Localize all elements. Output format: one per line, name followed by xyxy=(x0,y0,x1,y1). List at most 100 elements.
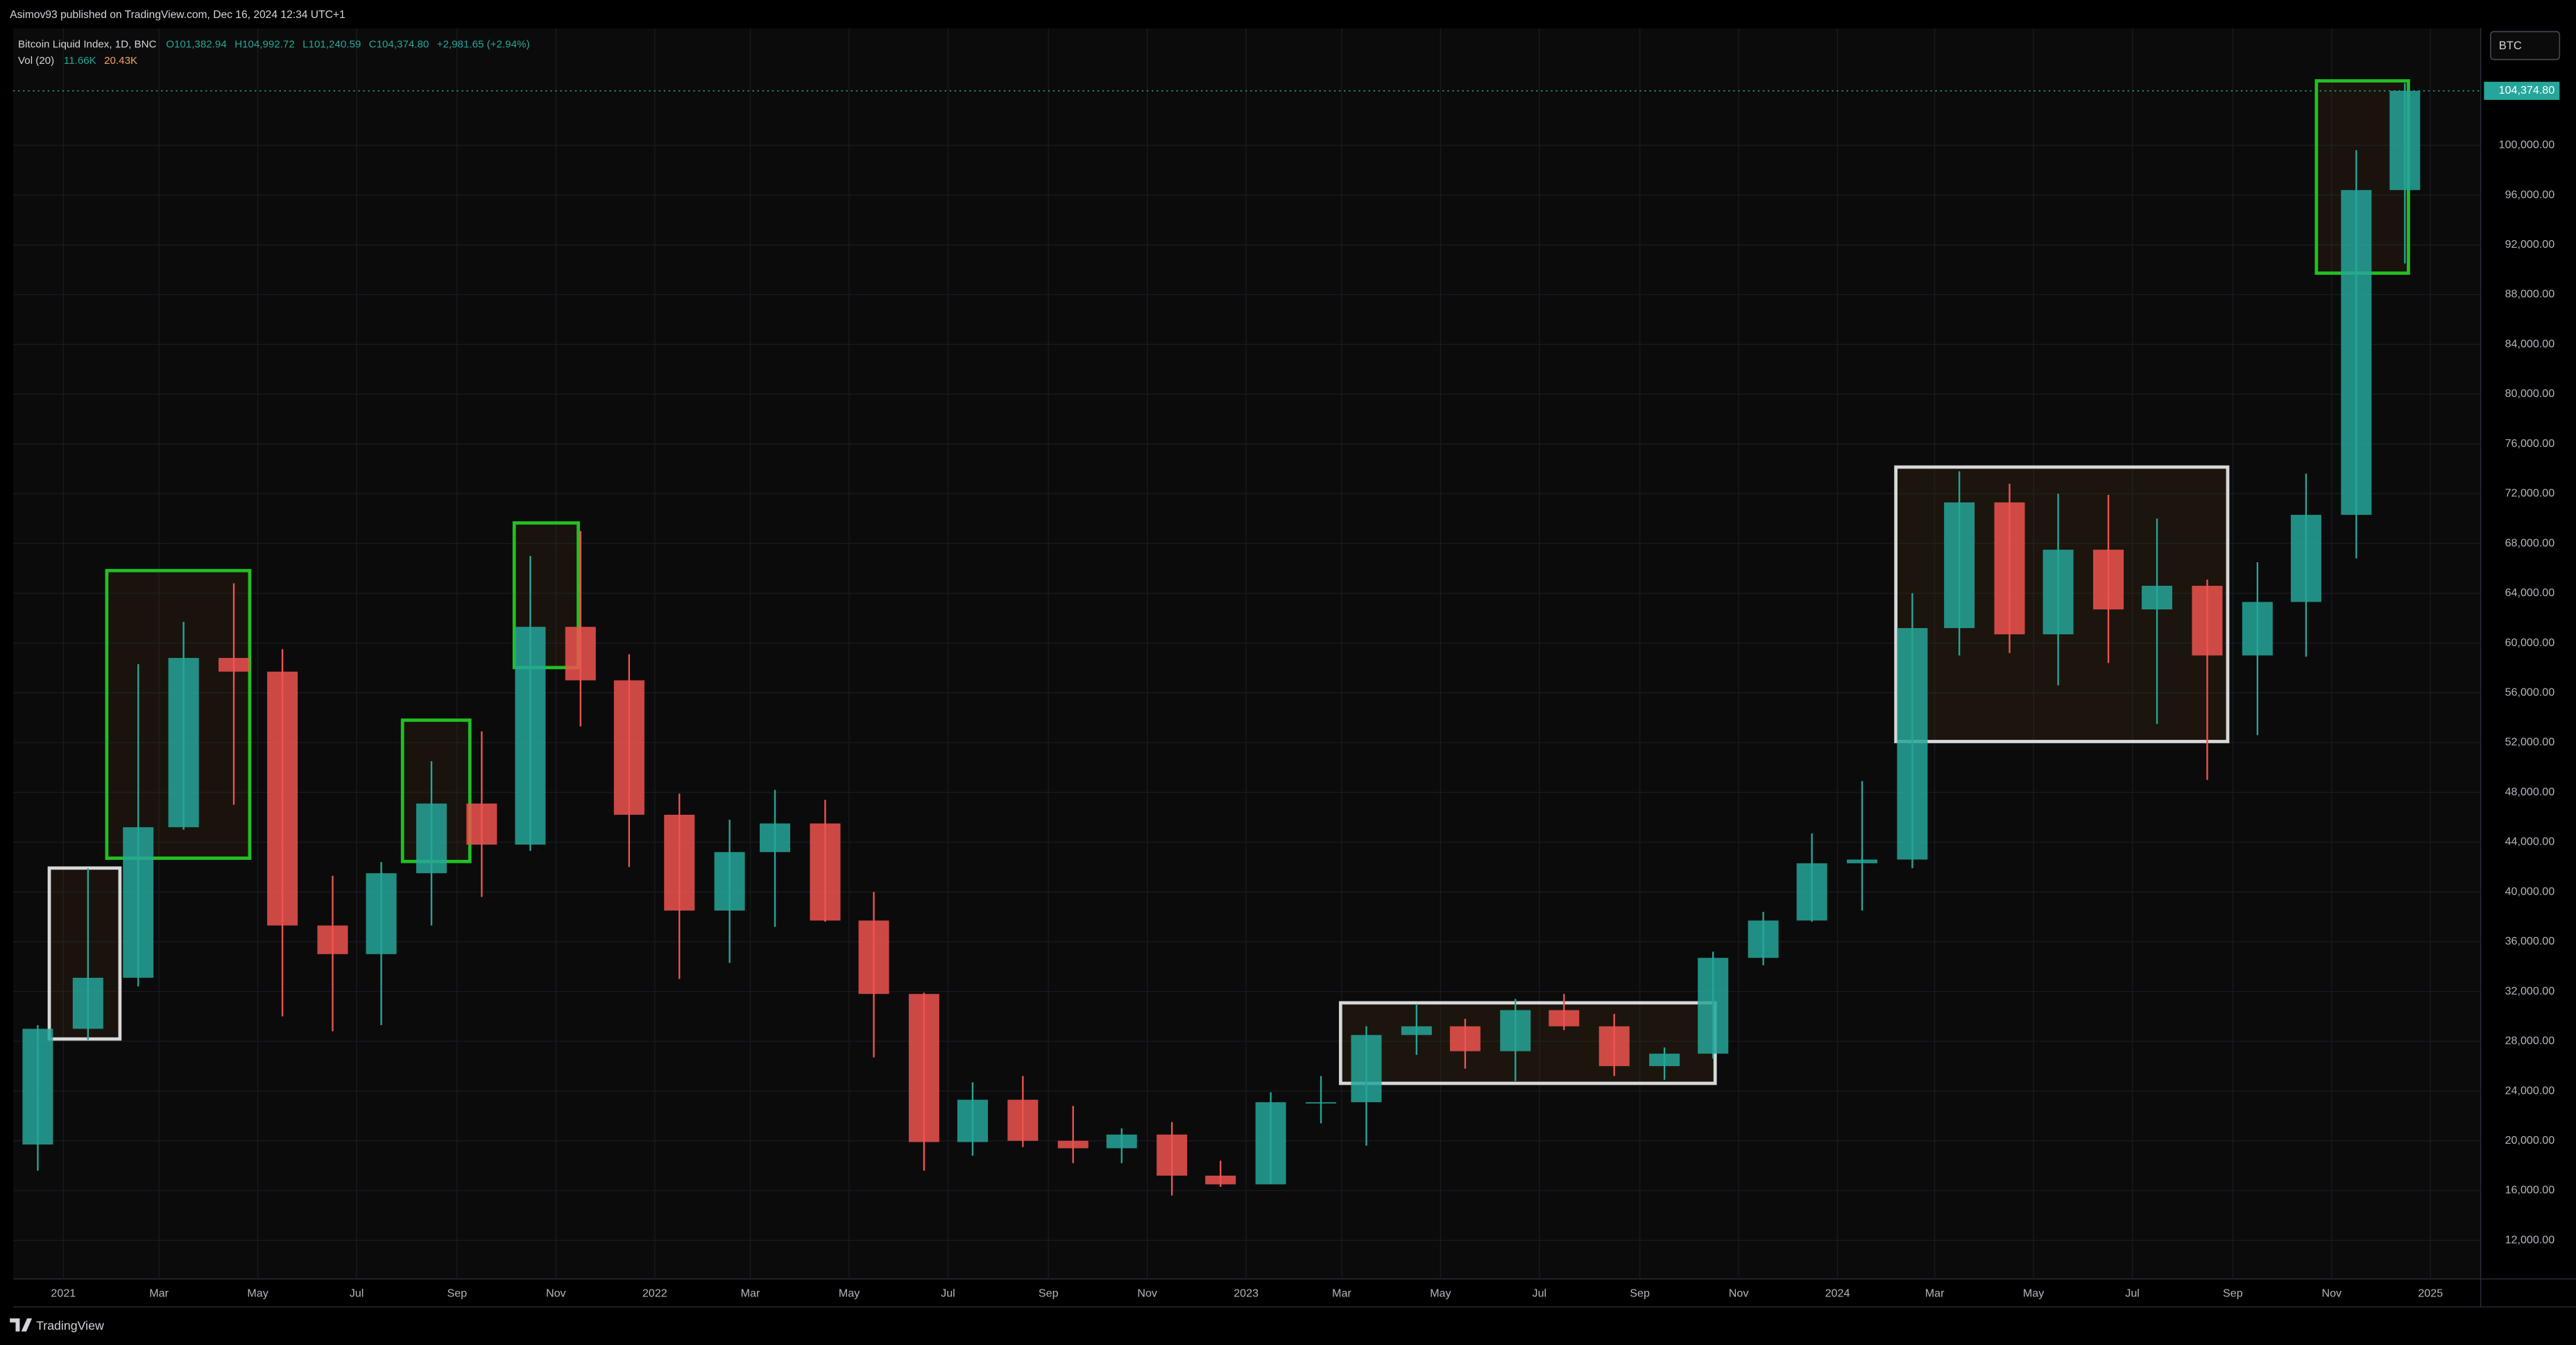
candle-body xyxy=(1106,1134,1137,1149)
candle-body xyxy=(760,823,791,852)
symbol-title: Bitcoin Liquid Index, 1D, BNC xyxy=(18,38,157,50)
publisher: Asimov93 published on TradingView.com, D… xyxy=(10,9,345,21)
x-tick-label: Sep xyxy=(447,1287,468,1299)
candle-body xyxy=(466,803,497,845)
candle-body xyxy=(1401,1026,1432,1035)
y-tick-label: 48,000.00 xyxy=(2505,786,2555,798)
y-tick-label: 36,000.00 xyxy=(2505,935,2555,947)
ohlc-close: C104,374.80 xyxy=(369,38,429,50)
candle-body xyxy=(565,627,596,681)
x-tick-label: Sep xyxy=(1630,1287,1650,1299)
candle-body xyxy=(1549,1010,1580,1026)
logo-mark xyxy=(10,1318,33,1332)
brand: TradingView xyxy=(36,1319,104,1333)
symbol-button[interactable] xyxy=(2490,31,2561,60)
candle-body xyxy=(2341,189,2372,515)
x-tick-label: Jul xyxy=(350,1287,364,1299)
y-tick-label: 20,000.00 xyxy=(2505,1134,2555,1147)
candle-body xyxy=(1449,1026,1481,1051)
symbol-button-label[interactable]: BTC xyxy=(2499,39,2522,52)
candle-body xyxy=(2142,586,2173,610)
candle-body xyxy=(908,994,939,1142)
x-tick-label: May xyxy=(839,1287,860,1299)
y-tick-label: 92,000.00 xyxy=(2505,238,2555,251)
candle-body xyxy=(267,671,298,926)
x-tick-label: Sep xyxy=(1039,1287,1059,1299)
x-tick-label: Jul xyxy=(2125,1287,2140,1299)
ohlc-change: +2,981.65 (+2.94%) xyxy=(437,38,530,50)
x-tick-label: 2021 xyxy=(51,1287,76,1299)
x-tick-label: Mar xyxy=(149,1287,169,1299)
y-tick-label: 52,000.00 xyxy=(2505,736,2555,748)
candle-body xyxy=(714,852,745,911)
x-tick-label: Jul xyxy=(941,1287,955,1299)
volume-legend: Vol (20) 11.66K 20.43K xyxy=(18,55,137,67)
y-tick-label: 80,000.00 xyxy=(2505,387,2555,400)
y-tick-label: 12,000.00 xyxy=(2505,1233,2555,1246)
candle-body xyxy=(1649,1054,1680,1067)
y-tick-label: 32,000.00 xyxy=(2505,985,2555,997)
candle-body xyxy=(72,977,103,1029)
candle-body xyxy=(664,814,695,911)
candle-body xyxy=(1748,920,1779,958)
candle-body xyxy=(2192,586,2223,656)
y-tick-label: 28,000.00 xyxy=(2505,1035,2555,1047)
y-tick-label: 40,000.00 xyxy=(2505,885,2555,897)
candle-body xyxy=(1944,502,1975,629)
candle-body xyxy=(1306,1102,1337,1104)
x-tick-label: May xyxy=(2023,1287,2045,1299)
axes: 12,000.00 16,000.00 20,000.00 24,000.00 28,0… xyxy=(12,81,2560,1299)
brand-logo xyxy=(10,1318,33,1332)
candle-body xyxy=(957,1099,988,1142)
x-tick-label: Nov xyxy=(1137,1287,1157,1299)
volume-ma-value: 20.43K xyxy=(104,55,137,67)
y-tick-label: 60,000.00 xyxy=(2505,636,2555,649)
candle-body xyxy=(1007,1099,1039,1141)
y-tick-label: 24,000.00 xyxy=(2505,1084,2555,1097)
candle-body xyxy=(1351,1035,1382,1103)
x-tick-label: 2024 xyxy=(1825,1287,1850,1299)
ohlc-high: H104,992.72 xyxy=(234,38,295,50)
last-price-tag xyxy=(2484,81,2560,100)
candle-body xyxy=(1847,859,1878,863)
candle-body xyxy=(613,680,645,815)
y-tick-label: 44,000.00 xyxy=(2505,836,2555,848)
x-tick-label: May xyxy=(1430,1287,1451,1299)
y-tick-label: 100,000.00 xyxy=(2499,139,2555,151)
candle-body xyxy=(1994,502,2025,634)
candle-body xyxy=(2242,602,2273,656)
candle-body xyxy=(219,658,250,672)
candle-body xyxy=(1897,628,1928,860)
candle-body xyxy=(1598,1026,1630,1067)
candle-body xyxy=(1698,958,1729,1054)
x-tick-label: May xyxy=(247,1287,268,1299)
candle-body xyxy=(2290,514,2321,602)
candle-body xyxy=(22,1029,53,1145)
ohlc-open: O101,382.94 xyxy=(166,38,227,50)
volume-label: Vol (20) xyxy=(18,55,54,67)
candle-body xyxy=(416,803,447,874)
candles xyxy=(22,83,2421,1196)
candle-body xyxy=(2092,550,2124,610)
x-tick-label: Mar xyxy=(741,1287,760,1299)
y-tick-label: 68,000.00 xyxy=(2505,536,2555,549)
legend: Bitcoin Liquid Index, 1D, BNC O101,382.9… xyxy=(18,38,529,50)
x-tick-label: Mar xyxy=(1332,1287,1351,1299)
candle-body xyxy=(810,823,841,921)
candle-body xyxy=(515,627,546,845)
candle-body xyxy=(1796,863,1827,921)
candle-body xyxy=(1205,1175,1236,1185)
candle-body xyxy=(1057,1140,1089,1149)
y-tick-label: 16,000.00 xyxy=(2505,1184,2555,1196)
candle-body xyxy=(1157,1134,1188,1176)
candle-body xyxy=(858,920,889,995)
breakout-box xyxy=(400,718,472,863)
candle-body xyxy=(1500,1010,1531,1051)
plot-area xyxy=(12,28,2481,1279)
x-tick-label: 2025 xyxy=(2418,1287,2443,1299)
y-tick-label: 84,000.00 xyxy=(2505,337,2555,350)
ohlc-low: L101,240.59 xyxy=(302,38,361,50)
candle-body xyxy=(123,827,154,978)
